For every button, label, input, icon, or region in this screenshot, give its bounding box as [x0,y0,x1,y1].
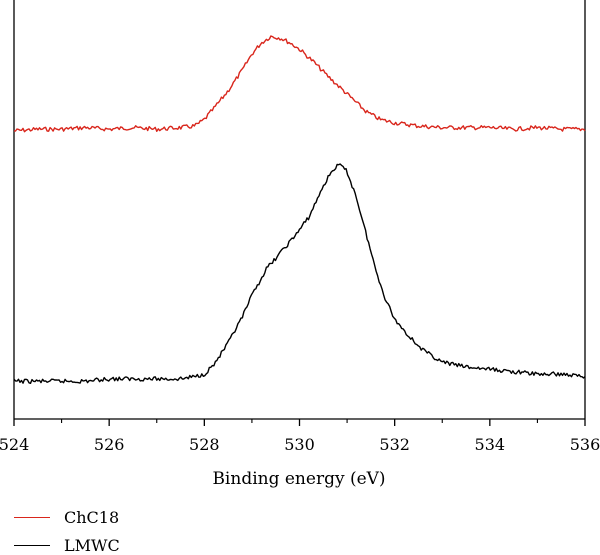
series-layer [13,35,586,384]
legend-swatch-chc18 [14,517,50,518]
legend-label-lmwc: LMWC [64,536,120,555]
series-line-chc18 [13,35,586,133]
plot-frame [13,0,586,420]
x-tick-label-536: 536 [570,435,600,454]
x-tick-label-524: 524 [0,435,29,454]
legend-item-chc18: ChC18 [14,508,119,527]
legend-label-chc18: ChC18 [64,508,120,527]
x-axis-title: Binding energy (eV) [212,469,385,489]
legend-swatch-lmwc [14,545,50,546]
x-axis-ticks: 524 526 528 530 532 534 536 [0,419,600,454]
series-line-lmwc [13,163,586,384]
x-tick-label-532: 532 [379,435,410,454]
x-tick-label-534: 534 [475,435,506,454]
legend-item-lmwc: LMWC [14,536,120,555]
x-tick-label-528: 528 [189,435,220,454]
x-tick-label-530: 530 [284,435,315,454]
x-tick-label-526: 526 [94,435,125,454]
